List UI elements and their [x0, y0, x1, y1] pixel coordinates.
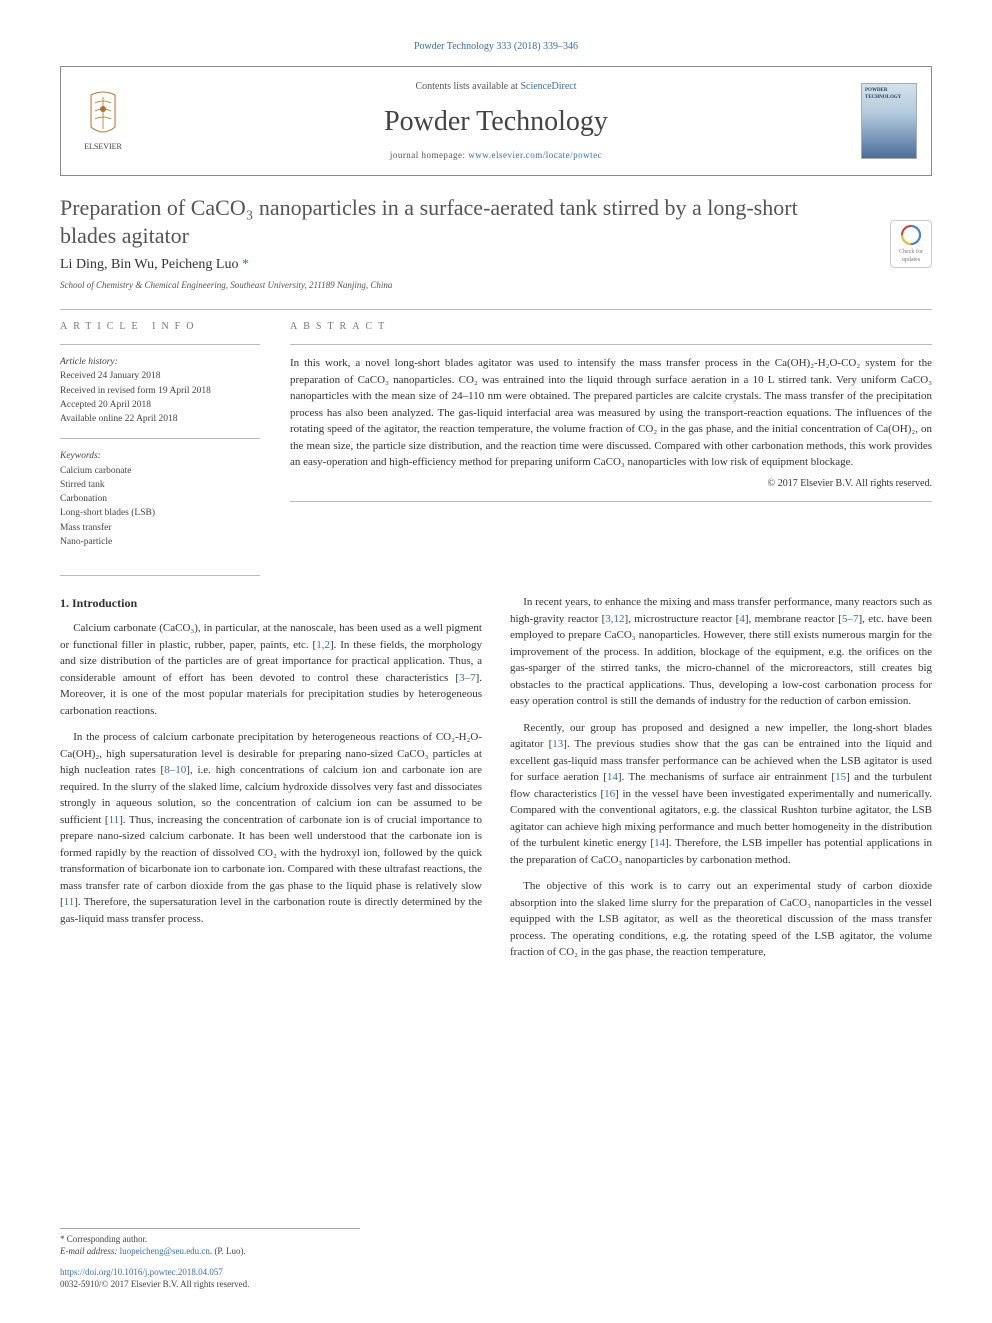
divider — [290, 501, 932, 502]
keyword: Calcium carbonate — [60, 464, 260, 478]
crossmark-text-2: updates — [902, 256, 920, 264]
doi-link[interactable]: https://doi.org/10.1016/j.powtec.2018.04… — [60, 1266, 932, 1279]
history-received: Received 24 January 2018 — [60, 369, 260, 383]
cover-title: POWDER TECHNOLOGY — [865, 87, 913, 101]
footnote-email-label: E-mail address: — [60, 1246, 117, 1256]
history-revised: Received in revised form 19 April 2018 — [60, 384, 260, 398]
abstract-text: In this work, a novel long-short blades … — [290, 355, 932, 471]
keyword: Mass transfer — [60, 521, 260, 535]
article-info-heading: ARTICLE INFO — [60, 320, 260, 334]
header-citation: Powder Technology 333 (2018) 339–346 — [60, 40, 932, 54]
left-column: 1. Introduction Calcium carbonate (CaCO₃… — [60, 594, 482, 971]
publisher-logo: ELSEVIER — [75, 86, 131, 156]
history-accepted: Accepted 20 April 2018 — [60, 398, 260, 412]
introduction-heading: 1. Introduction — [60, 594, 482, 612]
journal-homepage-link[interactable]: www.elsevier.com/locate/powtec — [468, 150, 602, 160]
info-abstract-row: ARTICLE INFO Article history: Received 2… — [60, 320, 932, 561]
body-columns: 1. Introduction Calcium carbonate (CaCO₃… — [60, 594, 932, 971]
keywords-label: Keywords: — [60, 449, 260, 463]
abstract-column: ABSTRACT In this work, a novel long-shor… — [290, 320, 932, 561]
header-center: Contents lists available at ScienceDirec… — [131, 80, 861, 162]
article-title: Preparation of CaCO₃ nanoparticles in a … — [60, 194, 810, 249]
body-paragraph: Recently, our group has proposed and des… — [510, 720, 932, 869]
authors-line: Li Ding, Bin Wu, Peicheng Luo * — [60, 255, 932, 275]
abstract-copyright: © 2017 Elsevier B.V. All rights reserved… — [290, 477, 932, 491]
crossmark-badge[interactable]: Check for updates — [890, 220, 932, 268]
journal-header-box: ELSEVIER Contents lists available at Sci… — [60, 66, 932, 176]
affiliation: School of Chemistry & Chemical Engineeri… — [60, 279, 932, 292]
keyword: Carbonation — [60, 492, 260, 506]
body-paragraph: In recent years, to enhance the mixing a… — [510, 594, 932, 710]
keyword: Long-short blades (LSB) — [60, 506, 260, 520]
divider — [290, 344, 932, 345]
right-column: In recent years, to enhance the mixing a… — [510, 594, 932, 971]
issn-copyright: 0032-5910/© 2017 Elsevier B.V. All right… — [60, 1278, 932, 1291]
footnote-corr: * Corresponding author. — [60, 1233, 360, 1246]
abstract-heading: ABSTRACT — [290, 320, 932, 334]
corresponding-author-footnote: * Corresponding author. E-mail address: … — [60, 1228, 360, 1258]
keyword: Nano-particle — [60, 535, 260, 549]
contents-prefix: Contents lists available at — [415, 81, 520, 92]
contents-available-line: Contents lists available at ScienceDirec… — [131, 80, 861, 94]
divider — [60, 309, 932, 310]
footnote-email[interactable]: luopeicheng@seu.edu.cn — [120, 1246, 210, 1256]
journal-cover-thumbnail: POWDER TECHNOLOGY — [861, 83, 917, 159]
divider — [60, 438, 260, 439]
corresponding-mark: * — [238, 257, 249, 272]
journal-homepage-line: journal homepage: www.elsevier.com/locat… — [131, 149, 861, 162]
authors-names: Li Ding, Bin Wu, Peicheng Luo — [60, 257, 238, 272]
body-paragraph: Calcium carbonate (CaCO₃), in particular… — [60, 620, 482, 719]
article-history: Article history: Received 24 January 201… — [60, 355, 260, 426]
footnote-email-suffix: . (P. Luo). — [210, 1246, 246, 1256]
divider — [60, 344, 260, 345]
keywords-block: Keywords: Calcium carbonate Stirred tank… — [60, 449, 260, 549]
footer: * Corresponding author. E-mail address: … — [60, 1228, 932, 1291]
history-label: Article history: — [60, 355, 260, 369]
keyword: Stirred tank — [60, 478, 260, 492]
divider — [60, 575, 260, 576]
journal-name: Powder Technology — [131, 102, 861, 141]
homepage-prefix: journal homepage: — [390, 150, 468, 160]
crossmark-text-1: Check for — [899, 248, 923, 256]
body-paragraph: The objective of this work is to carry o… — [510, 878, 932, 961]
article-info-column: ARTICLE INFO Article history: Received 2… — [60, 320, 260, 561]
history-online: Available online 22 April 2018 — [60, 412, 260, 426]
sciencedirect-link[interactable]: ScienceDirect — [520, 81, 576, 92]
publisher-name: ELSEVIER — [84, 141, 122, 152]
body-paragraph: In the process of calcium carbonate prec… — [60, 729, 482, 927]
